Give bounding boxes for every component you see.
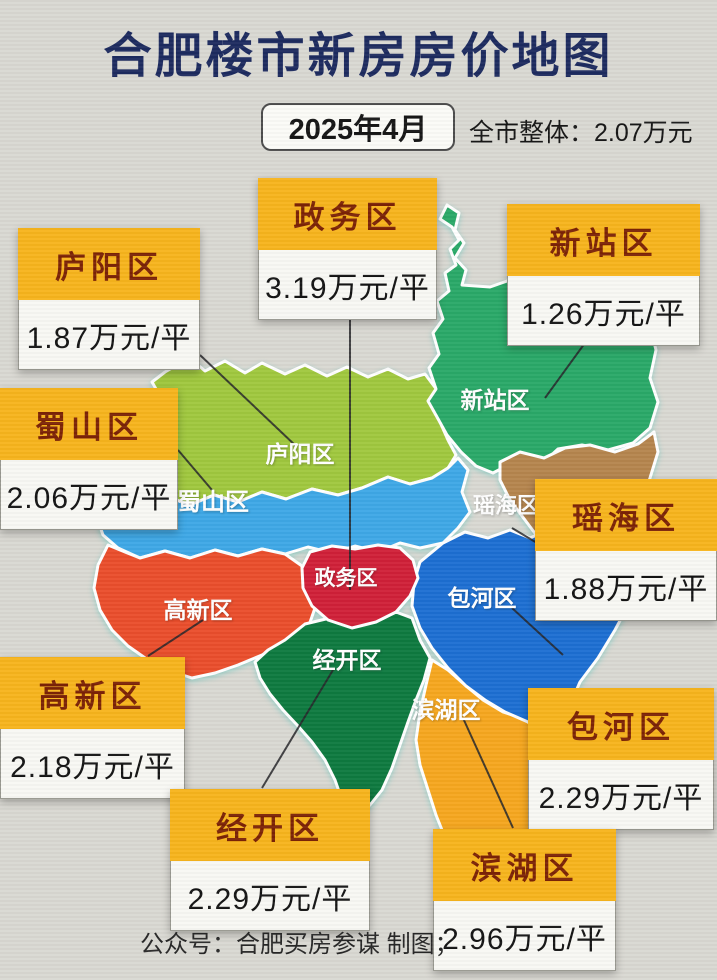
district-card-xinzhan: 新站区 1.26万元/平 xyxy=(507,204,700,346)
district-card-shushan: 蜀山区 2.06万元/平 xyxy=(0,388,178,530)
map-label-gaoxin: 高新区 xyxy=(164,597,233,623)
district-card-name: 滨湖区 xyxy=(433,829,616,901)
map-label-shushan: 蜀山区 xyxy=(177,489,249,516)
connector-line-gaoxin xyxy=(147,619,204,657)
connector-line-baohe xyxy=(511,607,564,656)
district-region-zhengwu xyxy=(300,543,420,630)
district-card-price: 1.88万元/平 xyxy=(535,551,717,621)
citywide-average-price: 全市整体：2.07万元 xyxy=(469,119,693,147)
district-card-price: 1.26万元/平 xyxy=(507,276,700,346)
district-card-binhu: 滨湖区 2.96万元/平 xyxy=(433,829,616,971)
district-card-name: 政务区 xyxy=(258,178,437,250)
connector-line-yaohai xyxy=(511,527,538,544)
district-card-name: 瑶海区 xyxy=(535,479,717,551)
district-card-jingkai: 经开区 2.29万元/平 xyxy=(170,789,370,931)
district-region-jingkai xyxy=(253,610,432,814)
district-card-yaohai: 瑶海区 1.88万元/平 xyxy=(535,479,717,621)
district-card-price: 2.06万元/平 xyxy=(0,460,178,530)
district-card-price: 1.87万元/平 xyxy=(18,300,200,370)
district-card-name: 高新区 xyxy=(0,657,185,729)
map-label-binhu: 滨湖区 xyxy=(412,697,481,723)
district-card-price: 2.29万元/平 xyxy=(170,861,370,931)
footer-credit: 公众号：合肥买房参谋 制图； xyxy=(140,931,459,958)
district-card-gaoxin: 高新区 2.18万元/平 xyxy=(0,657,185,799)
connector-line-jingkai xyxy=(261,669,334,789)
connector-line-shushan xyxy=(177,449,213,491)
district-card-name: 蜀山区 xyxy=(0,388,178,460)
date-badge: 2025年4月 xyxy=(261,103,455,151)
map-label-luyang: 庐阳区 xyxy=(266,441,335,467)
district-card-name: 庐阳区 xyxy=(18,228,200,300)
map-label-zhengwu: 政务区 xyxy=(315,566,378,590)
page-title: 合肥楼市新房房价地图 xyxy=(103,30,614,83)
map-label-xinzhan: 新站区 xyxy=(461,387,530,413)
district-card-price: 2.29万元/平 xyxy=(528,760,714,830)
district-card-baohe: 包河区 2.29万元/平 xyxy=(528,688,714,830)
district-card-name: 包河区 xyxy=(528,688,714,760)
connector-line-luyang xyxy=(199,354,298,448)
map-label-yaohai: 瑶海区 xyxy=(473,493,539,518)
connector-line-binhu xyxy=(462,717,514,829)
district-card-price: 2.18万元/平 xyxy=(0,729,185,799)
district-card-name: 经开区 xyxy=(170,789,370,861)
district-card-zhengwu: 政务区 3.19万元/平 xyxy=(258,178,437,320)
district-card-price: 3.19万元/平 xyxy=(258,250,437,320)
district-card-price: 2.96万元/平 xyxy=(433,901,616,971)
map-label-jingkai: 经开区 xyxy=(313,647,382,673)
map-label-baohe: 包河区 xyxy=(448,585,517,611)
district-card-name: 新站区 xyxy=(507,204,700,276)
district-card-luyang: 庐阳区 1.87万元/平 xyxy=(18,228,200,370)
